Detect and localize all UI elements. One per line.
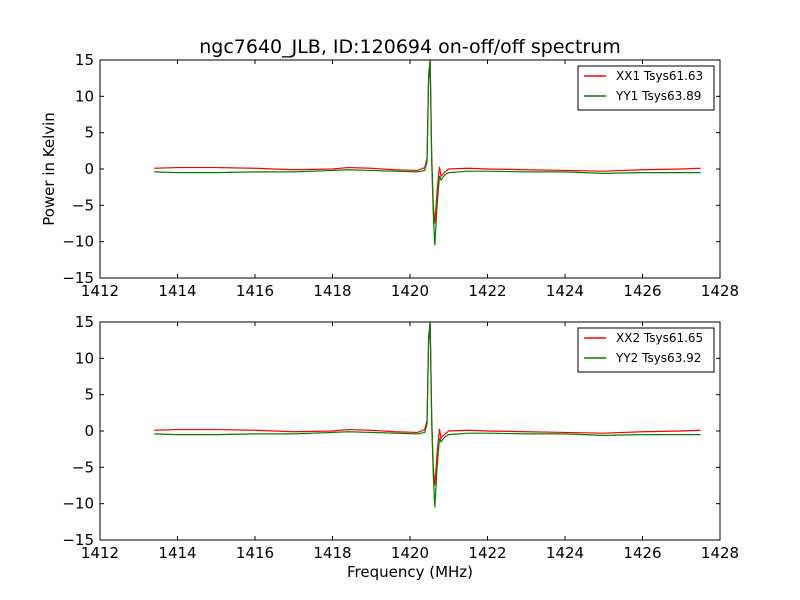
x-axis-label: Frequency (MHz) — [347, 563, 473, 581]
y-tick-label: 15 — [75, 313, 94, 331]
x-tick-label: 1422 — [468, 544, 506, 562]
y-tick-label: 10 — [75, 349, 94, 367]
x-tick-label: 1428 — [701, 544, 739, 562]
x-tick-label: 1424 — [546, 282, 584, 300]
series-line-2-2 — [154, 322, 701, 508]
x-tick-label: 1412 — [81, 544, 119, 562]
x-tick-label: 1420 — [391, 544, 429, 562]
legend-label: YY2 Tsys63.92 — [615, 351, 701, 365]
x-tick-label: 1416 — [236, 544, 274, 562]
y-tick-label: 0 — [84, 160, 94, 178]
y-tick-label: −15 — [62, 269, 94, 287]
subplot-1: 1412 1414 1416 1418 1420 1422 1424 1426 1428 −15 −… — [40, 51, 739, 300]
legend-box — [577, 327, 715, 373]
legend-1: XX1 Tsys61.63 YY1 Tsys63.89 — [577, 65, 715, 111]
y-tick-label: 5 — [84, 124, 94, 142]
y-tick-label: −15 — [62, 531, 94, 549]
x-tick-label: 1418 — [313, 282, 351, 300]
x-tick-label: 1418 — [313, 544, 351, 562]
x-tick-label: 1424 — [546, 544, 584, 562]
subplot-2: 1412 1414 1416 1418 1420 1422 1424 1426 1428 −15 −… — [62, 313, 739, 581]
y-tick-label: −5 — [72, 458, 94, 476]
x-tick-label: 1426 — [623, 282, 661, 300]
y-tick-label: −5 — [72, 196, 94, 214]
y-tick-label: −10 — [62, 233, 94, 251]
legend-label: YY1 Tsys63.89 — [615, 89, 701, 103]
legend-label: XX2 Tsys61.65 — [616, 331, 703, 345]
y-tick-label: 0 — [84, 422, 94, 440]
x-tick-label: 1414 — [158, 544, 196, 562]
x-tick-label: 1414 — [158, 282, 196, 300]
legend-box — [577, 65, 715, 111]
legend-2: XX2 Tsys61.65 YY2 Tsys63.92 — [577, 327, 715, 373]
legend-label: XX1 Tsys61.63 — [616, 69, 703, 83]
subplots: 1412 1414 1416 1418 1420 1422 1424 1426 1428 −15 −… — [40, 51, 739, 581]
y-axis-label: Power in Kelvin — [40, 112, 58, 226]
x-tick-label: 1420 — [391, 282, 429, 300]
y-tick-label: −10 — [62, 495, 94, 513]
chart-title: ngc7640_JLB, ID:120694 on-off/off spectr… — [199, 36, 621, 58]
x-tick-label: 1428 — [701, 282, 739, 300]
x-tick-label: 1426 — [623, 544, 661, 562]
x-tick-label: 1416 — [236, 282, 274, 300]
y-tick-label: 15 — [75, 51, 94, 69]
x-tick-label: 1422 — [468, 282, 506, 300]
series-line-1-2 — [154, 60, 701, 246]
y-tick-label: 5 — [84, 386, 94, 404]
x-tick-label: 1412 — [81, 282, 119, 300]
y-tick-label: 10 — [75, 87, 94, 105]
